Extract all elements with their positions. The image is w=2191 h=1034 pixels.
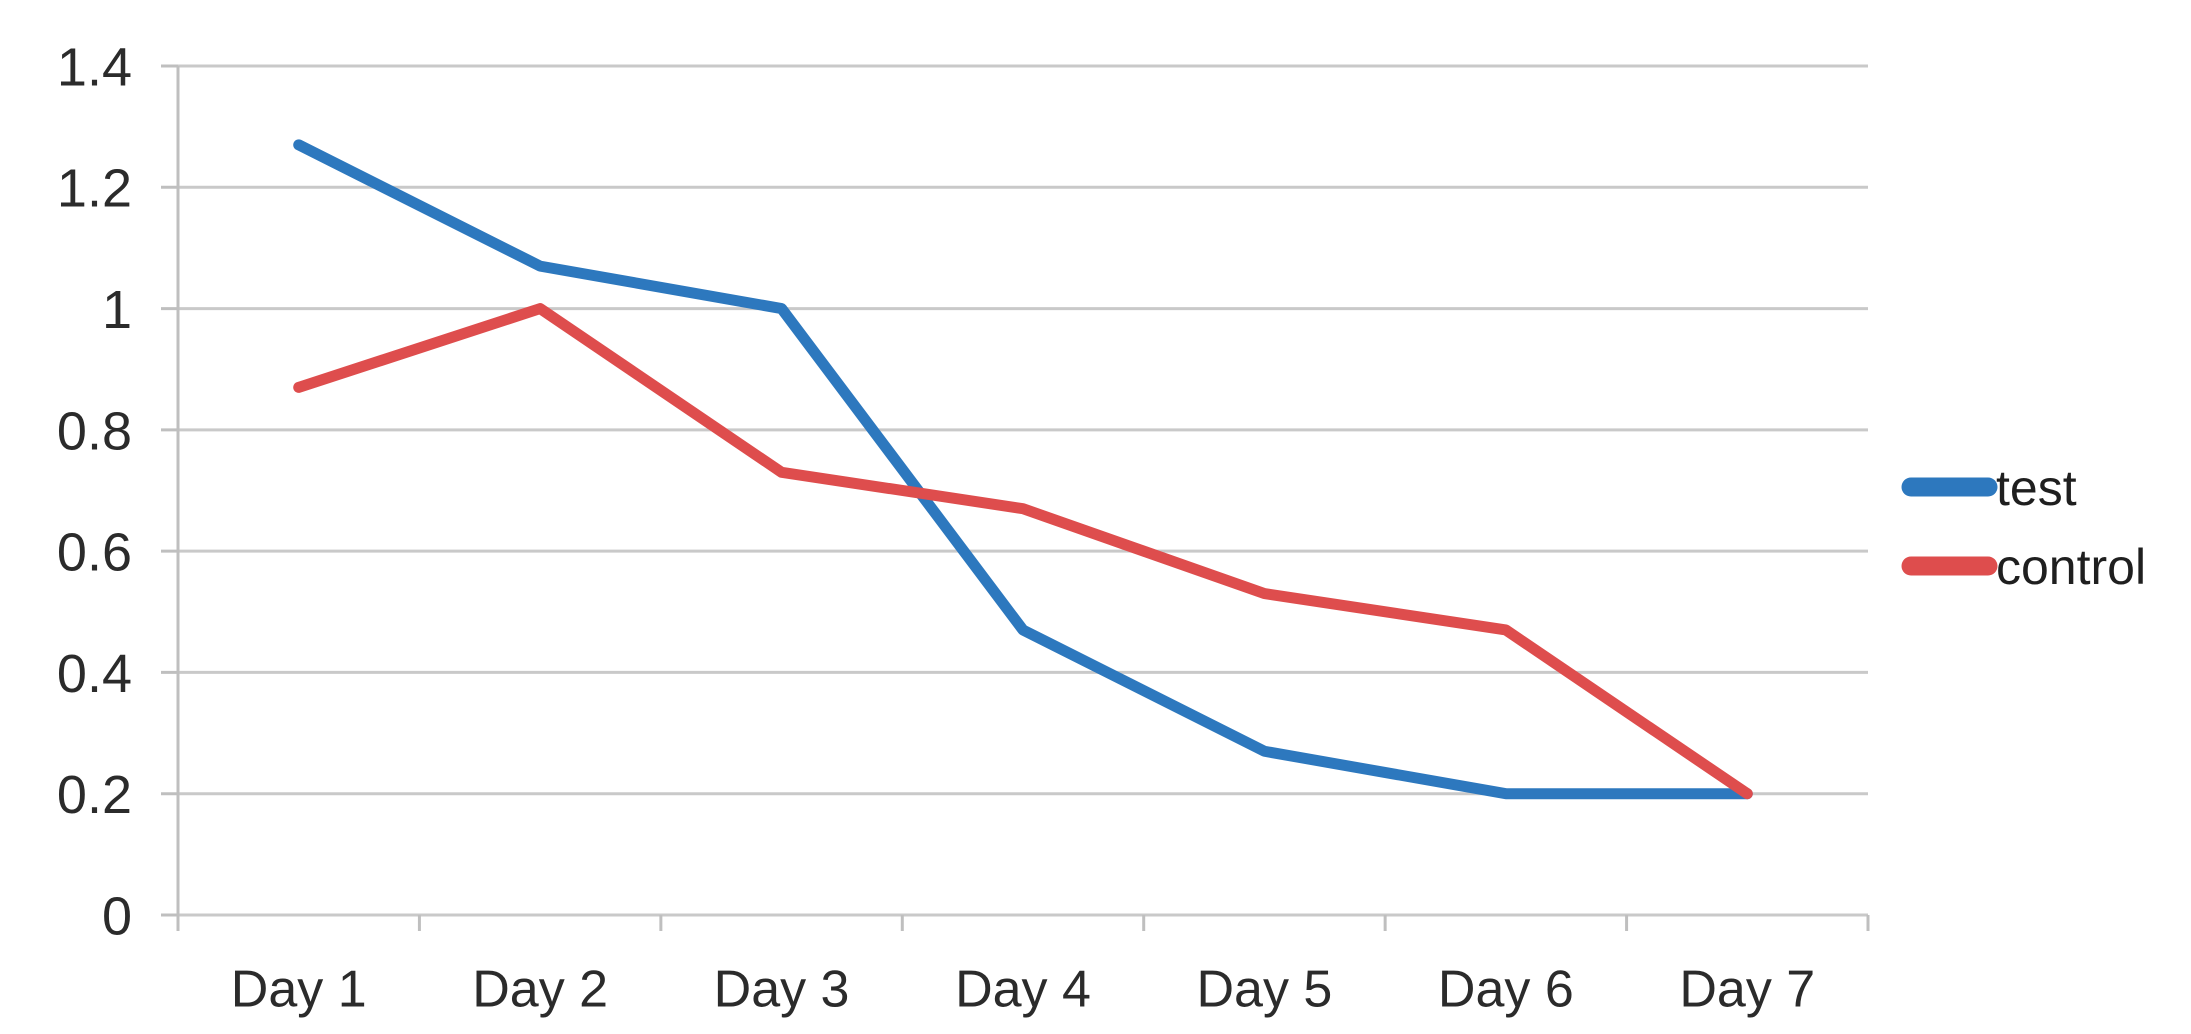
x-tick-label: Day 4 (955, 961, 1091, 1019)
series-group (293, 139, 1753, 800)
legend-item: test (1901, 460, 2077, 516)
y-tick-label: 0.2 (57, 765, 132, 825)
legend-item: control (1901, 539, 2146, 595)
legend: test control (1901, 460, 2146, 595)
y-tick-label: 0.8 (57, 401, 132, 461)
x-tick-label: Day 2 (472, 961, 608, 1019)
x-tick-label: Day 3 (714, 961, 850, 1019)
axis-labels-group: 0 0.2 0.4 0.6 0.8 1 1.2 1.4 Day 1 Day 2 Day 3 Day 4… (57, 37, 1815, 1018)
x-tick-label: Day 6 (1438, 961, 1574, 1019)
axes-group (161, 64, 1870, 931)
legend-label-control: control (1996, 539, 2146, 595)
y-tick-label: 0.6 (57, 523, 132, 583)
y-tick-label: 1 (102, 280, 132, 340)
x-tick-label: Day 1 (231, 961, 367, 1019)
y-tick-label: 1.2 (57, 159, 132, 219)
y-tick-label: 0 (102, 886, 132, 946)
legend-label-test: test (1996, 460, 2077, 516)
x-tick-label: Day 5 (1197, 961, 1333, 1019)
y-tick-label: 1.4 (57, 37, 132, 97)
gridlines-group (178, 64, 1868, 917)
y-tick-label: 0.4 (57, 644, 132, 704)
series-line-control (293, 303, 1753, 800)
series-line-test (293, 139, 1753, 800)
x-tick-label: Day 7 (1679, 961, 1815, 1019)
